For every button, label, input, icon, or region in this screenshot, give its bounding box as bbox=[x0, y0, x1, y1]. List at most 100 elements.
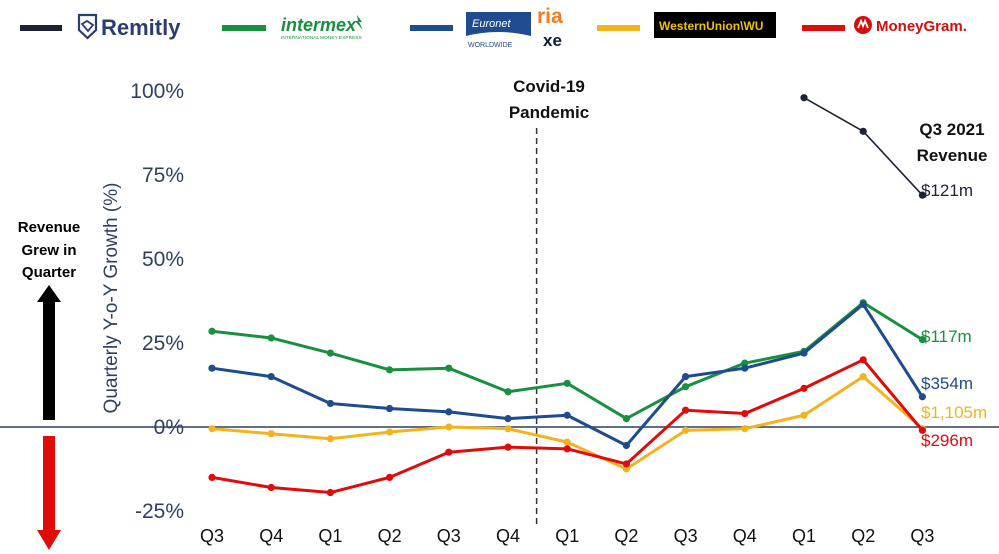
data-point-intermex bbox=[622, 415, 631, 423]
data-point-moneygram bbox=[445, 448, 453, 456]
data-point-moneygram bbox=[622, 460, 631, 468]
revenue-grew-label-line2: Grew in bbox=[21, 242, 76, 259]
data-point-intermex bbox=[208, 327, 216, 335]
y-tick-label: 50% bbox=[142, 248, 184, 271]
x-tick-label: Q1 bbox=[318, 526, 342, 546]
arrow-up-icon bbox=[37, 285, 61, 420]
data-point-euronet bbox=[386, 404, 394, 413]
end-label-remitly: $121m bbox=[921, 181, 973, 200]
legend-logo-remitly: Remitly bbox=[101, 15, 181, 40]
data-point-moneygram bbox=[386, 473, 394, 481]
data-point-intermex bbox=[445, 364, 453, 372]
q3-revenue-label-line2: Revenue bbox=[917, 146, 988, 165]
series-line-intermex bbox=[211, 301, 924, 421]
remitly-logo-icon: Remitly bbox=[77, 13, 181, 40]
data-point-remitly bbox=[800, 94, 808, 102]
data-point-western-union bbox=[682, 426, 690, 434]
data-point-western-union bbox=[504, 425, 512, 433]
x-tick-label: Q2 bbox=[614, 526, 638, 546]
arrow-down-icon bbox=[37, 436, 61, 550]
x-tick-label: Q1 bbox=[555, 526, 579, 546]
x-tick-label: Q1 bbox=[792, 526, 816, 546]
data-point-intermex bbox=[741, 359, 749, 367]
data-point-intermex bbox=[267, 334, 275, 342]
data-point-remitly bbox=[859, 127, 867, 135]
end-label-intermex: $117m bbox=[921, 327, 972, 346]
revenue-grew-label-line1: Revenue bbox=[18, 219, 81, 236]
data-point-moneygram bbox=[918, 426, 927, 434]
data-point-moneygram bbox=[800, 384, 808, 392]
x-tick-label: Q3 bbox=[910, 526, 934, 546]
y-tick-label: 25% bbox=[142, 332, 184, 355]
intermex-logo-icon: intermex INTERNATIONAL MONEY EXPRESS bbox=[281, 15, 363, 41]
end-label-western-union: $1,105m bbox=[921, 403, 987, 422]
data-point-western-union bbox=[563, 438, 571, 446]
series-line-moneygram bbox=[211, 358, 924, 495]
data-point-euronet bbox=[326, 399, 334, 408]
y-axis-ticks: 100%75%50%25%0%-25% bbox=[130, 80, 184, 523]
data-point-remitly bbox=[918, 191, 927, 199]
legend-logo-intermex: intermex bbox=[281, 15, 357, 35]
euronet-logo-icon: Euronet WORLDWIDE ria xe bbox=[466, 5, 565, 50]
data-point-euronet bbox=[859, 300, 867, 308]
end-label-euronet: $354m bbox=[921, 374, 973, 393]
series-line-remitly bbox=[803, 97, 923, 196]
x-tick-label: Q3 bbox=[437, 526, 461, 546]
data-point-moneygram bbox=[682, 406, 690, 414]
covid-annotation-line2: Pandemic bbox=[509, 103, 589, 122]
x-tick-label: Q3 bbox=[200, 526, 224, 546]
data-point-moneygram bbox=[563, 445, 571, 453]
data-point-moneygram bbox=[504, 443, 512, 451]
data-point-euronet bbox=[208, 364, 216, 372]
data-point-western-union bbox=[267, 430, 275, 438]
legend-logo-western-union: WesternUnion\WU bbox=[659, 19, 763, 33]
data-point-euronet bbox=[622, 441, 631, 450]
x-tick-label: Q4 bbox=[259, 526, 283, 546]
data-point-euronet bbox=[918, 393, 927, 401]
moneygram-logo-icon: MoneyGram. bbox=[854, 16, 967, 35]
data-point-intermex bbox=[918, 336, 927, 344]
y-axis-title: Quarterly Y-o-Y Growth (%) bbox=[101, 183, 122, 414]
data-point-western-union bbox=[741, 425, 749, 433]
x-axis-ticks: Q3 Q4 Q1 Q2 Q3 Q4 Q1 Q2 Q3 Q4 Q1 Q2 Q3 bbox=[200, 526, 934, 546]
series-layer bbox=[208, 94, 927, 497]
series-line-western-union bbox=[211, 375, 924, 471]
legend-logo-xe: xe bbox=[543, 31, 562, 50]
data-point-euronet bbox=[741, 364, 749, 372]
end-label-moneygram: $296m bbox=[921, 431, 973, 450]
data-point-western-union bbox=[208, 425, 216, 433]
data-point-euronet bbox=[682, 373, 690, 381]
data-point-moneygram bbox=[208, 473, 216, 481]
data-point-western-union bbox=[386, 428, 394, 436]
data-point-euronet bbox=[800, 349, 808, 357]
data-point-moneygram bbox=[859, 356, 867, 364]
y-tick-label: 75% bbox=[142, 164, 184, 187]
data-point-western-union bbox=[800, 411, 808, 419]
covid-annotation-line1: Covid-19 bbox=[513, 77, 585, 96]
end-labels: $121m $117m $354m $1,105m $296m bbox=[921, 181, 987, 450]
data-point-intermex bbox=[326, 349, 334, 357]
data-point-intermex bbox=[563, 379, 571, 387]
data-point-euronet bbox=[445, 408, 453, 416]
x-tick-label: Q3 bbox=[674, 526, 698, 546]
legend-logo-euronet-sub: WORLDWIDE bbox=[468, 42, 513, 49]
legend-logo-euronet: Euronet bbox=[472, 18, 511, 30]
data-point-intermex bbox=[682, 383, 690, 391]
x-tick-label: Q4 bbox=[733, 526, 757, 546]
data-point-moneygram bbox=[267, 483, 275, 492]
data-point-moneygram bbox=[741, 409, 749, 418]
western-union-logo-icon: WesternUnion\WU bbox=[654, 12, 776, 38]
y-tick-label: -25% bbox=[135, 500, 184, 523]
q3-revenue-label-line1: Q3 2021 bbox=[919, 120, 984, 139]
x-tick-label: Q2 bbox=[851, 526, 875, 546]
data-point-euronet bbox=[267, 373, 275, 381]
legend: Remitly intermex INTERNATIONAL MONEY EXP… bbox=[20, 5, 967, 50]
data-point-intermex bbox=[504, 388, 512, 396]
legend-logo-intermex-sub: INTERNATIONAL MONEY EXPRESS bbox=[281, 35, 362, 41]
data-point-western-union bbox=[445, 423, 453, 431]
data-point-euronet bbox=[504, 415, 512, 423]
legend-logo-ria: ria bbox=[537, 5, 563, 28]
data-point-western-union bbox=[622, 465, 631, 473]
data-point-euronet bbox=[563, 411, 571, 419]
